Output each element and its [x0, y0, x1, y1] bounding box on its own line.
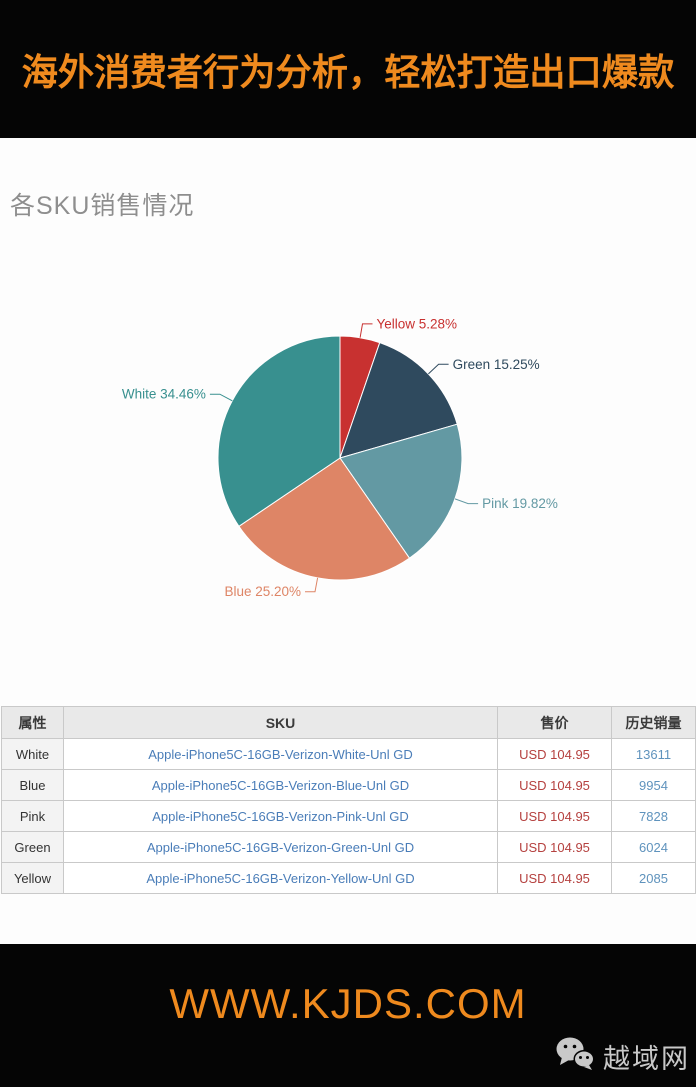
- price-cell: USD 104.95: [497, 800, 612, 832]
- content-area: 各SKU销售情况 Yellow 5.28% Green 15.25% Pink 19…: [0, 138, 696, 944]
- table-row: Yellow Apple-iPhone5C-16GB-Verizon-Yellow…: [1, 862, 696, 894]
- price-cell: USD 104.95: [497, 831, 612, 863]
- attr-cell: White: [1, 738, 64, 770]
- pie-label-pink: Pink 19.82%: [482, 496, 558, 511]
- pie-label-white: White 34.46%: [122, 387, 206, 402]
- table-row: Pink Apple-iPhone5C-16GB-Verizon-Pink-Unl…: [1, 800, 696, 832]
- table-row: Blue Apple-iPhone5C-16GB-Verizon-Blue-Unl…: [1, 769, 696, 801]
- table-row: White Apple-iPhone5C-16GB-Verizon-White-U…: [1, 738, 696, 770]
- sku-link[interactable]: Apple-iPhone5C-16GB-Verizon-Yellow-Unl G…: [146, 870, 415, 886]
- column-header-2: 售价: [497, 706, 612, 739]
- pie-slice-blue[interactable]: [238, 457, 411, 581]
- sku-table: 属性 SKU 售价 历史销量 White Apple-iPhone5C-16GB-Ver…: [1, 706, 696, 894]
- sales-cell: 7828: [611, 800, 696, 832]
- sales-cell: 2085: [611, 862, 696, 894]
- pie-slice-green[interactable]: [339, 342, 458, 459]
- pie-label-yellow: Yellow 5.28%: [377, 316, 458, 331]
- sku-link[interactable]: Apple-iPhone5C-16GB-Verizon-Blue-Unl GD: [151, 777, 410, 793]
- pie-leader-line-blue: [305, 577, 319, 593]
- attr-cell: Blue: [1, 769, 64, 801]
- footer: WWW.KJDS.COM: [0, 944, 696, 1087]
- price-cell: USD 104.95: [497, 862, 612, 894]
- sku-cell: Apple-iPhone5C-16GB-Verizon-Blue-Unl GD: [63, 769, 498, 801]
- banner-header: 海外消费者行为分析，轻松打造出口爆款: [0, 0, 696, 138]
- column-header-0: 属性: [1, 706, 64, 739]
- pie-chart: Yellow 5.28% Green 15.25% Pink 19.82% Blue …: [122, 316, 558, 599]
- attr-cell: Green: [1, 831, 64, 863]
- sku-cell: Apple-iPhone5C-16GB-Verizon-Pink-Unl GD: [63, 800, 498, 832]
- sku-table-body: White Apple-iPhone5C-16GB-Verizon-White-U…: [1, 738, 696, 894]
- footer-site-url: WWW.KJDS.COM: [169, 980, 527, 1027]
- watermark-text: 越域网: [603, 1044, 690, 1074]
- price-cell: USD 104.95: [497, 769, 612, 801]
- sku-link[interactable]: Apple-iPhone5C-16GB-Verizon-Green-Unl GD: [146, 839, 415, 855]
- sales-cell: 9954: [611, 769, 696, 801]
- pie-label-green: Green 15.25%: [453, 357, 540, 372]
- price-cell: USD 104.95: [497, 738, 612, 770]
- sales-cell: 13611: [611, 738, 696, 770]
- sku-cell: Apple-iPhone5C-16GB-Verizon-White-Unl GD: [63, 738, 498, 770]
- sku-link[interactable]: Apple-iPhone5C-16GB-Verizon-White-Unl GD: [148, 746, 413, 762]
- pie-label-blue: Blue 25.20%: [224, 584, 301, 599]
- sales-cell: 6024: [611, 831, 696, 863]
- sku-cell: Apple-iPhone5C-16GB-Verizon-Yellow-Unl G…: [63, 862, 498, 894]
- attr-cell: Pink: [1, 800, 64, 832]
- pie-slice-white[interactable]: [217, 335, 341, 527]
- pie-leader-line-green: [428, 363, 449, 375]
- sku-cell: Apple-iPhone5C-16GB-Verizon-Green-Unl GD: [63, 831, 498, 863]
- pie-slice-pink[interactable]: [339, 423, 463, 559]
- table-row: Green Apple-iPhone5C-16GB-Verizon-Green-U…: [1, 831, 696, 863]
- sku-link[interactable]: Apple-iPhone5C-16GB-Verizon-Pink-Unl GD: [152, 808, 409, 824]
- pie-leader-line-yellow: [359, 323, 373, 338]
- pie-leader-line-pink: [454, 498, 479, 505]
- column-header-3: 历史销量: [611, 706, 696, 739]
- banner-title: 海外消费者行为分析，轻松打造出口爆款: [21, 52, 675, 93]
- attr-cell: Yellow: [1, 862, 64, 894]
- chart-title: 各SKU销售情况: [10, 192, 195, 220]
- column-header-1: SKU: [63, 706, 498, 739]
- pie-leader-line-white: [209, 393, 233, 402]
- watermark: 越域网: [555, 1036, 690, 1077]
- wechat-icon: [555, 1036, 597, 1077]
- table-header-row: 属性 SKU 售价 历史销量: [1, 706, 696, 739]
